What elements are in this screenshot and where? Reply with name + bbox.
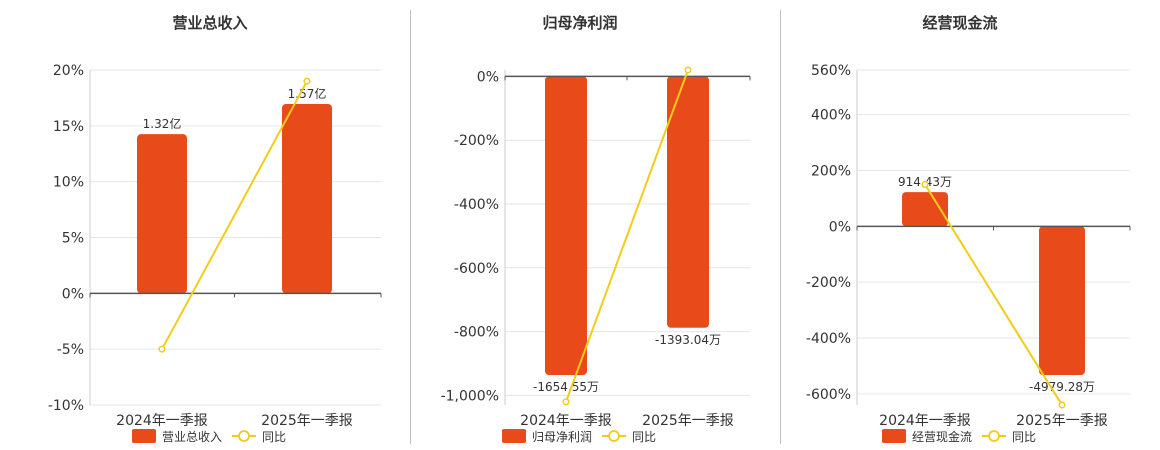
x-tick-label: 2025年一季报 bbox=[642, 413, 734, 429]
yoy-point bbox=[921, 180, 929, 189]
y-tick-label: -10% bbox=[48, 398, 84, 414]
x-tick-label: 2024年一季报 bbox=[520, 413, 612, 429]
y-tick-label: -800% bbox=[454, 325, 499, 341]
bar bbox=[902, 192, 948, 227]
chart-1: 营业总收入 20% 15% 10% 5% 0% -5% -10% 1.32亿 1.57亿 2024年… bbox=[48, 14, 382, 444]
y-tick-label: -200% bbox=[454, 133, 499, 149]
legend-line-label: 同比 bbox=[632, 430, 656, 444]
legend-line-marker bbox=[238, 430, 250, 442]
legend-line-label: 同比 bbox=[262, 430, 286, 444]
y-tick-label: 560% bbox=[811, 63, 851, 79]
legend-bar-swatch bbox=[882, 429, 906, 443]
y-tick-label: -5% bbox=[57, 342, 84, 358]
bar bbox=[1039, 226, 1085, 375]
bar-data-label: 1.32亿 bbox=[143, 116, 182, 131]
y-tick-label: 5% bbox=[62, 231, 84, 247]
panel-divider-left bbox=[410, 10, 411, 444]
x-tick-label: 2025年一季报 bbox=[1016, 413, 1108, 429]
legend-bar-label: 营业总收入 bbox=[162, 430, 222, 444]
bar-data-label: 1.57亿 bbox=[288, 86, 327, 101]
chart-3: 经营现金流560%400%200%0%-200%-400%-600%914.43… bbox=[806, 14, 1131, 444]
yoy-line bbox=[565, 69, 689, 403]
legend-bar-label: 经营现金流 bbox=[912, 429, 972, 444]
x-tick-label: 2024年一季报 bbox=[116, 413, 208, 429]
legend-line-marker bbox=[608, 430, 620, 442]
y-tick-label: -200% bbox=[806, 275, 851, 291]
bar bbox=[282, 104, 332, 294]
yoy-point bbox=[562, 398, 570, 406]
y-tick-label: -1,000% bbox=[441, 388, 499, 404]
y-tick-label: 0% bbox=[829, 219, 851, 235]
y-tick-label: -400% bbox=[806, 331, 851, 347]
legend-bar-label: 归母净利润 bbox=[532, 430, 592, 444]
bar-data-label: -4979.28万 bbox=[1029, 380, 1095, 394]
y-tick-label: -600% bbox=[806, 387, 851, 403]
legend-bar-swatch bbox=[132, 429, 156, 443]
y-tick-label: 200% bbox=[811, 164, 851, 180]
yoy-point bbox=[1058, 401, 1066, 409]
bar bbox=[137, 134, 187, 294]
legend-bar-swatch bbox=[502, 429, 526, 443]
chart-title: 经营现金流 bbox=[922, 14, 997, 32]
panel-divider-right bbox=[780, 10, 781, 444]
y-tick-label: -600% bbox=[454, 261, 499, 277]
yoy-point bbox=[158, 345, 166, 353]
chart-2: 归母净利润 0% -200% -400% -600% -800% -1,000% -1654.… bbox=[441, 14, 751, 444]
bar bbox=[667, 76, 709, 328]
x-tick-label: 2024年一季报 bbox=[879, 413, 971, 429]
yoy-point bbox=[684, 66, 692, 74]
legend-line-marker bbox=[988, 430, 1000, 442]
x-tick-label: 2025年一季报 bbox=[261, 413, 353, 429]
chart-title: 营业总收入 bbox=[172, 14, 247, 32]
bar bbox=[545, 76, 587, 375]
y-tick-label: 15% bbox=[53, 119, 84, 135]
y-tick-label: -400% bbox=[454, 197, 499, 213]
chart-title: 归母净利润 bbox=[542, 14, 617, 32]
yoy-point bbox=[303, 77, 311, 85]
y-tick-label: 400% bbox=[811, 108, 851, 124]
legend-line-label: 同比 bbox=[1012, 430, 1036, 444]
bar-data-label: -1393.04万 bbox=[655, 333, 721, 347]
y-tick-label: 10% bbox=[53, 175, 84, 191]
y-tick-label: 0% bbox=[62, 286, 84, 302]
yoy-line bbox=[161, 80, 308, 350]
y-tick-label: 20% bbox=[53, 63, 84, 79]
y-tick-label: 0% bbox=[477, 69, 499, 85]
yoy-line bbox=[924, 183, 1063, 406]
bar-data-label: -1654.55万 bbox=[533, 380, 599, 394]
